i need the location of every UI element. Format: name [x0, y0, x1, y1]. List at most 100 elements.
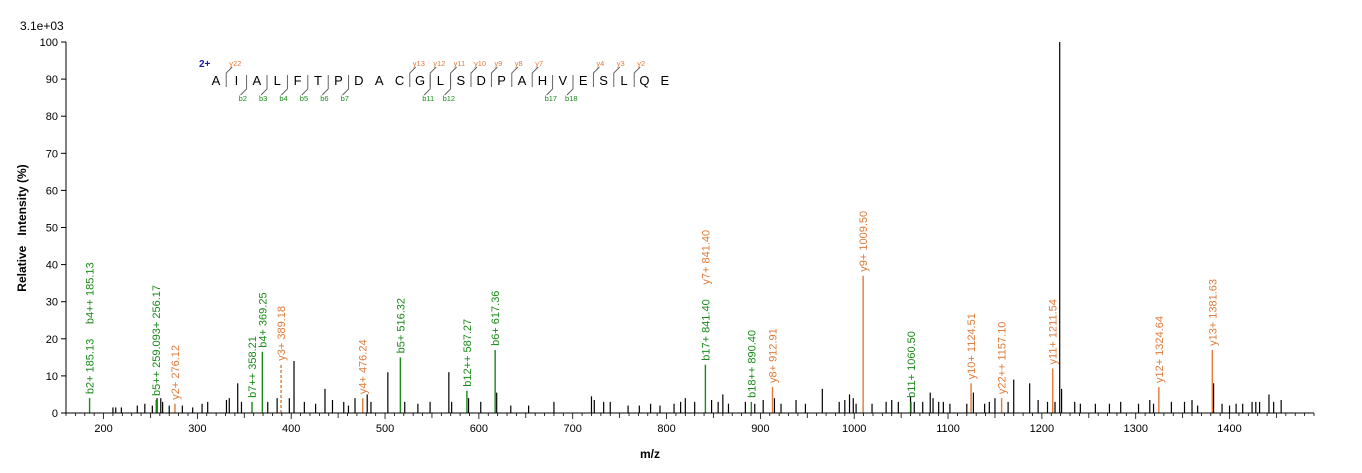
residue: F — [294, 73, 302, 88]
y-fragment-mark — [511, 66, 519, 87]
b-fragment-label: b7 — [341, 94, 349, 103]
residue: L — [274, 73, 281, 88]
b-fragment-label: b5 — [300, 94, 308, 103]
x-tick-label: 500 — [376, 423, 394, 435]
peak-label: y13+ 1381.63 — [1207, 279, 1219, 346]
peak-label: y12+ 1324.64 — [1154, 316, 1166, 383]
b-fragment-label: b11 — [422, 94, 434, 103]
x-tick-label: 1200 — [1030, 423, 1054, 435]
axes: 0 10 20 30 40 50 60 70 80 90 100 200 300 400 500 600 700… — [40, 37, 1315, 435]
peak-label: b18++ 890.40 — [746, 330, 758, 398]
peak-label: y22++ 1157.10 — [997, 322, 1009, 395]
peak-label: y8+ 912.91 — [767, 328, 779, 383]
y-fragment-mark — [429, 66, 437, 87]
peak-label: b2+ 185.13 — [85, 339, 97, 394]
peak-label: b12++ 587.27 — [462, 319, 474, 387]
residue: S — [599, 73, 608, 88]
residue: P — [334, 73, 343, 88]
peak-label: b11+ 1060.50 — [906, 331, 918, 398]
b-fragment-mark — [240, 75, 248, 96]
y-tick-label: 100 — [40, 37, 58, 49]
b-fragment-mark — [301, 75, 309, 96]
x-tick-label: 1100 — [936, 423, 960, 435]
x-tick-label: 900 — [751, 423, 769, 435]
residue: A — [518, 73, 527, 88]
y-fragment-label: y7 — [535, 59, 543, 68]
y-fragment-label: y8 — [515, 59, 523, 68]
residue: I — [235, 73, 239, 88]
y-tick-label: 90 — [46, 74, 58, 86]
peak-label: y3+ 389.18 — [276, 306, 288, 361]
b-fragment-label: b12 — [443, 94, 456, 103]
peak-label: y10+ 1124.51 — [966, 313, 978, 379]
y-tick-label: 40 — [46, 260, 58, 272]
y-axis-label: Relative Intensity (%) — [15, 164, 29, 291]
residue: T — [314, 73, 322, 88]
peak-label: y4+ 476.24 — [358, 339, 370, 394]
b-fragment-mark — [546, 75, 554, 96]
y-fragment-mark — [531, 66, 539, 87]
residue: G — [415, 73, 425, 88]
y-fragment-mark — [225, 66, 233, 87]
residue: E — [660, 73, 669, 88]
b-fragment-label: b4 — [279, 94, 287, 103]
y-tick-label: 30 — [46, 297, 58, 309]
residue: C — [395, 73, 404, 88]
y-tick-label: 0 — [52, 408, 58, 420]
y-tick-label: 60 — [46, 185, 58, 197]
y-fragment-mark — [470, 66, 478, 87]
peak-label: b7++ 358.21 — [247, 336, 259, 398]
peak-label: b5++ 259.093+ 256.17 — [151, 285, 163, 396]
scale-label: 3.1e+03 — [20, 19, 64, 33]
peak-label: b4+ 369.25 — [257, 292, 269, 347]
y-fragment-mark — [633, 66, 641, 87]
y-fragment-label: y2 — [637, 59, 645, 68]
residue: D — [477, 73, 486, 88]
peak-label: b17+ 841.40 — [700, 299, 712, 360]
charge-state: 2+ — [199, 59, 211, 70]
y-fragment-label: y10 — [474, 59, 486, 68]
x-tick-label: 800 — [657, 423, 675, 435]
peaks — [88, 42, 1282, 413]
x-tick-label: 700 — [564, 423, 582, 435]
peak-labels: b2+ 185.13 b4++ 185.13 b5++ 259.093+ 256.1… — [85, 211, 1220, 400]
peak-label: y7+ 841.40 — [700, 230, 712, 285]
y-tick-label: 70 — [46, 148, 58, 160]
y-fragment-label: y9 — [494, 59, 502, 68]
x-tick-label: 1300 — [1123, 423, 1147, 435]
residue: A — [375, 73, 384, 88]
residue: D — [354, 73, 363, 88]
x-tick-label: 1400 — [1217, 423, 1241, 435]
x-tick-label: 600 — [470, 423, 488, 435]
y-fragment-mark — [409, 66, 417, 87]
x-axis-label: m/z — [640, 447, 660, 461]
b-fragment-label: b18 — [565, 94, 578, 103]
x-tick-label: 300 — [188, 423, 206, 435]
b-fragment-mark — [423, 75, 431, 96]
residue: V — [558, 73, 567, 88]
y-tick-label: 10 — [46, 371, 58, 383]
peak-label: b6+ 617.36 — [490, 291, 502, 346]
peak-label: b4++ 185.13 — [85, 262, 97, 324]
y-fragment-label: y13 — [413, 59, 425, 68]
x-tick-label: 400 — [282, 423, 300, 435]
y-tick-label: 20 — [46, 334, 58, 346]
b-fragment-label: b17 — [545, 94, 558, 103]
residue: H — [538, 73, 547, 88]
peak-label: b5+ 516.32 — [395, 298, 407, 353]
b-fragment-mark — [444, 75, 452, 96]
b-fragment-mark — [321, 75, 329, 96]
y-fragment-mark — [592, 66, 600, 87]
b-fragment-mark — [566, 75, 574, 96]
y-fragment-mark — [613, 66, 621, 87]
y-fragment-label: y11 — [454, 59, 466, 68]
b-fragment-label: b3 — [259, 94, 267, 103]
y-fragment-label: y3 — [617, 59, 625, 68]
x-tick-label: 1000 — [842, 423, 866, 435]
residue: Q — [639, 73, 649, 88]
residue: E — [579, 73, 588, 88]
residue: L — [437, 73, 444, 88]
residue: A — [252, 73, 261, 88]
